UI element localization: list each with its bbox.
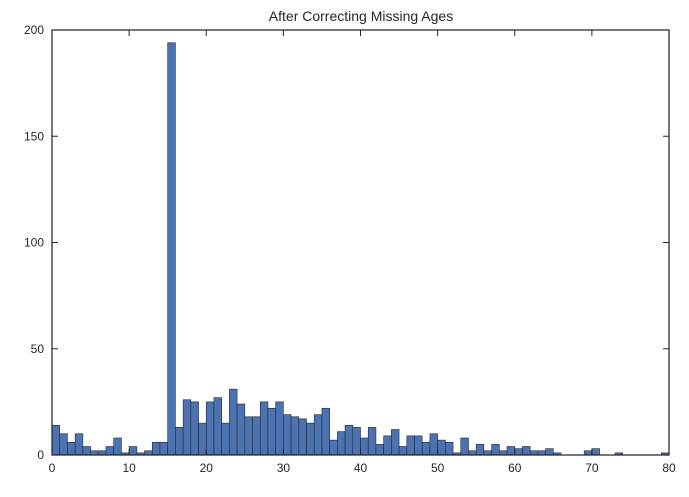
histogram-bar xyxy=(321,407,330,456)
histogram-bar xyxy=(259,401,269,456)
histogram-bar xyxy=(421,441,431,456)
histogram-bar xyxy=(283,414,292,456)
y-tick-label: 200 xyxy=(24,23,44,37)
histogram-bar xyxy=(537,450,546,456)
histogram-bar xyxy=(205,401,215,456)
histogram-bar xyxy=(344,424,354,456)
x-tick-label: 40 xyxy=(354,461,368,475)
histogram-bar xyxy=(360,437,369,456)
x-tick-label: 60 xyxy=(508,461,522,475)
histogram-bar xyxy=(391,429,400,456)
x-tick-label: 50 xyxy=(431,461,445,475)
histogram-bar xyxy=(313,414,323,456)
histogram-bar xyxy=(213,397,222,456)
histogram-bar xyxy=(514,448,523,456)
x-tick-label: 70 xyxy=(585,461,599,475)
histogram-bar xyxy=(128,446,138,456)
x-tick-label: 20 xyxy=(200,461,214,475)
histogram-bar xyxy=(159,441,168,456)
chart-title: After Correcting Missing Ages xyxy=(269,8,453,24)
histogram-bar xyxy=(97,450,107,456)
histogram-bar xyxy=(475,444,485,456)
histogram-bar xyxy=(90,450,99,456)
histogram-bar xyxy=(375,444,384,456)
histogram-bar xyxy=(221,422,230,456)
histogram-bar xyxy=(298,418,307,456)
y-tick-label: 50 xyxy=(31,342,45,356)
y-tick-label: 150 xyxy=(24,129,44,143)
ticks-group: 0 10 20 30 40 50 60 70 80 0 50 100 150 200 xyxy=(24,23,676,475)
histogram-bar xyxy=(182,399,192,456)
histogram-bar xyxy=(229,388,238,456)
histogram-bar xyxy=(352,427,361,456)
x-tick-label: 30 xyxy=(277,461,291,475)
histogram-bar xyxy=(529,450,539,456)
histogram-bar xyxy=(290,416,300,456)
y-tick-label: 0 xyxy=(37,448,44,462)
histogram-bar xyxy=(167,42,176,456)
histogram-bar xyxy=(483,450,492,456)
y-tick-label: 100 xyxy=(24,236,44,250)
histogram-bar xyxy=(74,433,84,456)
histogram-bar xyxy=(252,416,261,456)
histogram-bar xyxy=(383,435,392,456)
histogram-bar xyxy=(506,446,516,456)
x-tick-label: 0 xyxy=(49,461,56,475)
histogram-bar xyxy=(306,422,315,456)
histogram-bar xyxy=(468,450,477,456)
histogram-bar xyxy=(445,441,454,456)
histogram-bar xyxy=(59,433,68,456)
histogram-bar xyxy=(151,441,161,456)
histogram-bar xyxy=(522,446,531,456)
plot-frame xyxy=(51,29,670,456)
x-tick-label: 80 xyxy=(662,461,676,475)
histogram-bar xyxy=(414,435,423,456)
histogram-bar xyxy=(460,437,469,456)
histogram-bar xyxy=(82,446,91,456)
histogram-bar xyxy=(437,439,446,456)
histogram-bar xyxy=(267,407,276,456)
histogram-bar xyxy=(175,427,184,456)
histogram-bar xyxy=(406,435,415,456)
histogram-bar xyxy=(51,424,61,456)
histogram-bar xyxy=(499,450,508,456)
histogram-bar xyxy=(591,448,600,456)
histogram-bar xyxy=(398,446,408,456)
bars-group xyxy=(51,42,670,456)
histogram-bar xyxy=(429,433,438,456)
histogram-bar xyxy=(67,441,76,456)
histogram-bar xyxy=(144,450,153,456)
histogram-bar xyxy=(337,431,346,456)
histogram-bar xyxy=(367,427,377,456)
histogram-bar xyxy=(583,450,593,456)
x-tick-label: 10 xyxy=(122,461,136,475)
histogram-bar xyxy=(236,403,246,456)
histogram-bar xyxy=(105,446,115,456)
histogram-bar xyxy=(275,401,284,456)
histogram-bar xyxy=(491,444,500,456)
histogram-bar xyxy=(545,448,554,456)
histogram-bar xyxy=(190,401,199,456)
histogram-bar xyxy=(113,437,122,456)
histogram-bar xyxy=(198,422,207,456)
histogram-bar xyxy=(244,416,253,456)
histogram-bar xyxy=(329,439,338,456)
